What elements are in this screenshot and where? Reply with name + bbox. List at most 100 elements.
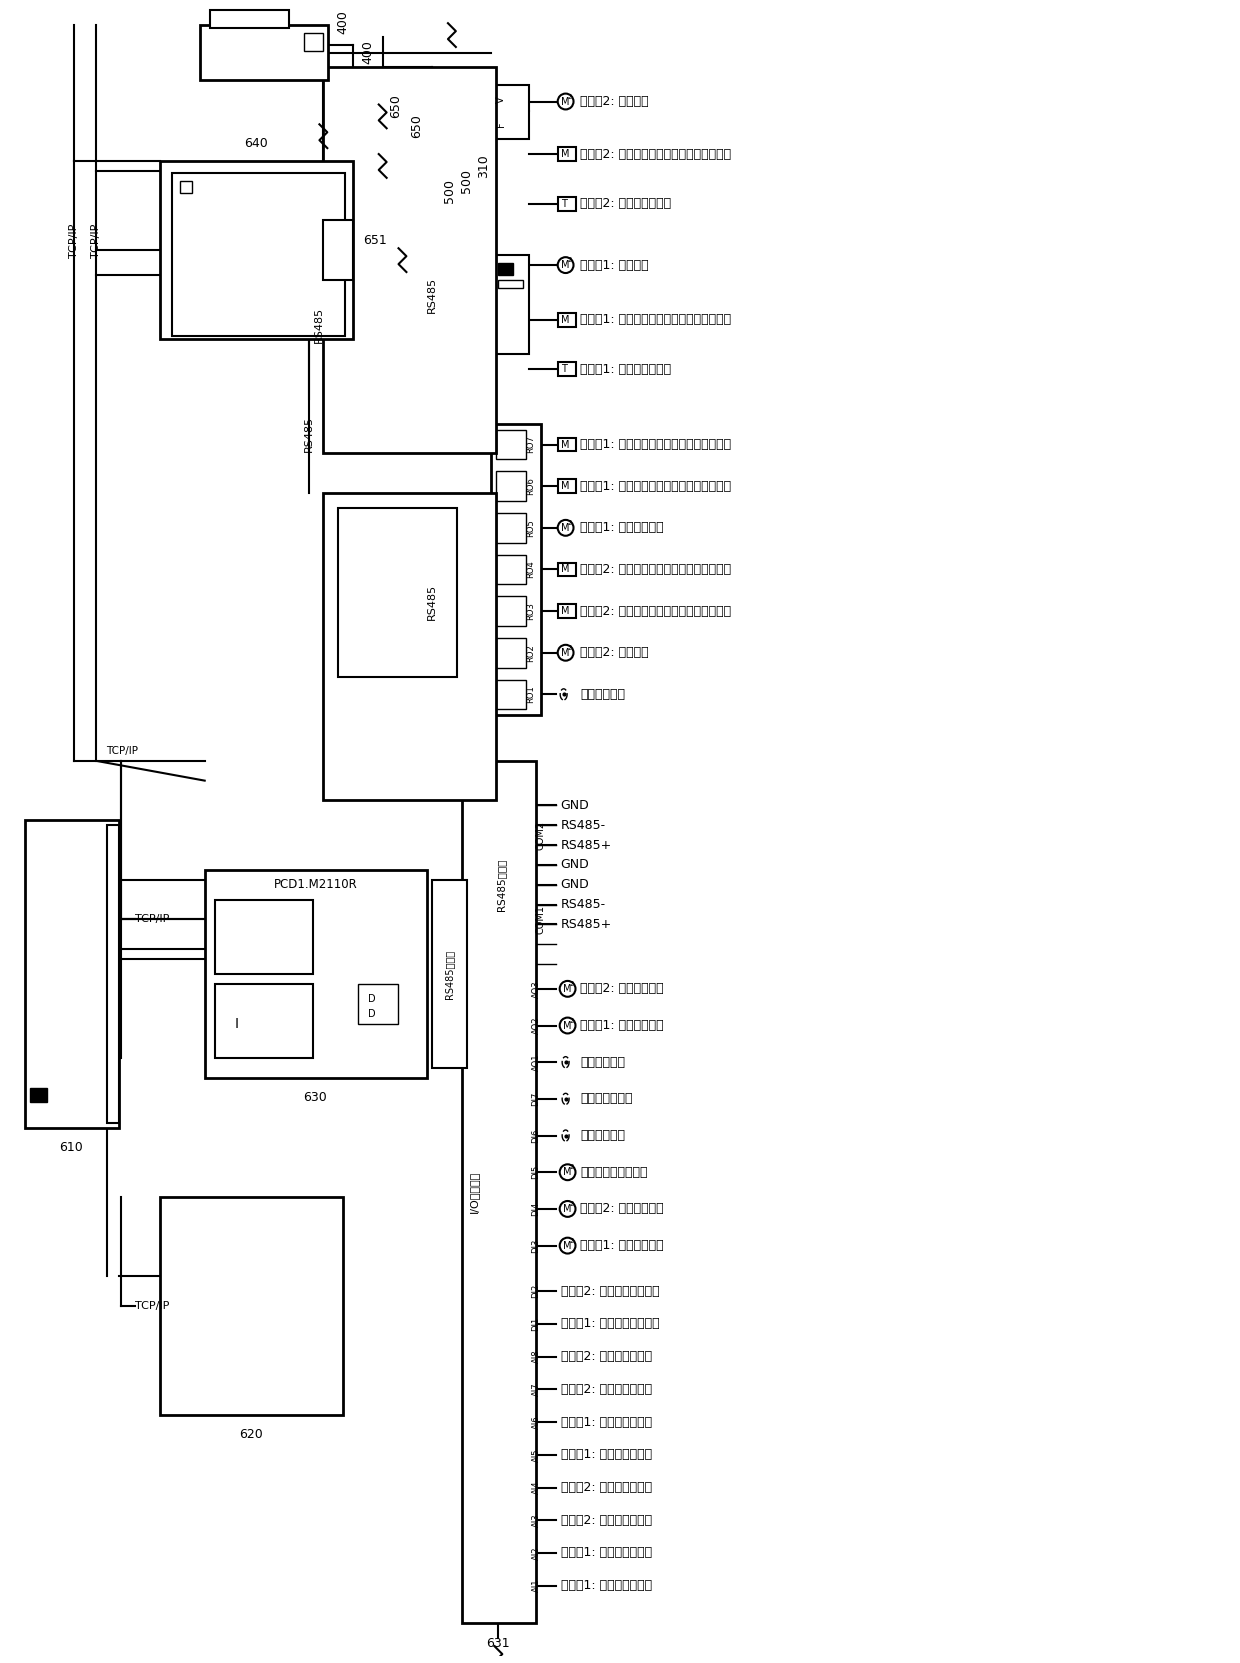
Text: M: M xyxy=(560,314,569,324)
Text: 650: 650 xyxy=(389,95,402,118)
Bar xyxy=(25,820,119,1128)
Text: 620: 620 xyxy=(239,1429,263,1442)
Text: 500: 500 xyxy=(460,170,474,193)
Bar xyxy=(558,146,575,161)
Text: 吸扇手自动状态: 吸扇手自动状态 xyxy=(580,1093,632,1106)
Bar xyxy=(304,33,324,52)
Text: RS485: RS485 xyxy=(427,276,438,313)
Text: 新风机2: 等比例调节型电动二通阀关阀调节: 新风机2: 等比例调节型电动二通阀关阀调节 xyxy=(580,605,732,617)
Text: 400: 400 xyxy=(361,40,374,63)
Text: M: M xyxy=(563,1241,572,1251)
Text: D: D xyxy=(368,994,376,1004)
Text: AO1: AO1 xyxy=(532,1053,541,1071)
Bar xyxy=(339,507,456,677)
Text: AI5: AI5 xyxy=(532,1448,541,1462)
Text: T: T xyxy=(560,198,567,208)
Bar xyxy=(558,604,575,619)
Text: DI1: DI1 xyxy=(532,1317,541,1330)
Bar xyxy=(324,221,353,279)
Text: 新风机2: 风机运行状态: 新风机2: 风机运行状态 xyxy=(580,1202,665,1216)
Text: D: D xyxy=(368,1009,376,1019)
Text: 新风机2: 进风温度传感器: 新风机2: 进风温度传感器 xyxy=(560,1482,652,1493)
Bar xyxy=(558,196,575,211)
Text: M: M xyxy=(560,605,569,615)
Text: 2: 2 xyxy=(568,93,572,100)
Text: TCP/IP: TCP/IP xyxy=(135,1300,170,1310)
Text: AI2: AI2 xyxy=(532,1547,541,1560)
Text: COM2: COM2 xyxy=(536,820,546,850)
Text: TCP/IP: TCP/IP xyxy=(105,747,138,757)
Bar xyxy=(496,639,526,667)
Bar xyxy=(496,512,526,542)
Bar xyxy=(432,880,466,1068)
Text: GND: GND xyxy=(560,858,589,871)
Text: RS485: RS485 xyxy=(304,416,314,452)
Text: TCP/IP: TCP/IP xyxy=(91,223,100,258)
Text: I/O模块总线: I/O模块总线 xyxy=(469,1171,479,1214)
Text: RS485-: RS485- xyxy=(560,818,606,832)
Bar xyxy=(496,429,526,459)
Text: RO4: RO4 xyxy=(527,560,536,579)
Bar xyxy=(215,984,314,1058)
Text: 2: 2 xyxy=(569,1018,574,1023)
Text: 空调刨1: 相对湿度传感器: 空调刨1: 相对湿度传感器 xyxy=(560,1448,652,1462)
Text: DI4: DI4 xyxy=(532,1202,541,1216)
Text: 空调刨1: 二氧化碳传感器: 空调刨1: 二氧化碳传感器 xyxy=(560,1415,652,1429)
Text: 新风机2: 风机转速调节: 新风机2: 风机转速调节 xyxy=(580,983,665,996)
Text: 吸扇运行状态: 吸扇运行状态 xyxy=(580,1129,625,1142)
Text: M: M xyxy=(563,1204,572,1214)
Text: 新风机2: 启停控制: 新风机2: 启停控制 xyxy=(580,647,649,659)
Text: DI5: DI5 xyxy=(532,1166,541,1179)
Text: GND: GND xyxy=(560,798,589,812)
Text: F: F xyxy=(496,121,506,126)
Text: 631: 631 xyxy=(486,1636,510,1650)
Text: M: M xyxy=(560,649,569,659)
Text: M: M xyxy=(560,150,569,160)
Text: DI3: DI3 xyxy=(532,1239,541,1252)
Text: V: V xyxy=(496,96,506,103)
Bar xyxy=(215,900,314,975)
Text: PCD1.M2110R: PCD1.M2110R xyxy=(274,878,357,891)
Text: 新风机1: 进风温度传感器: 新风机1: 进风温度传感器 xyxy=(560,1547,652,1560)
Bar xyxy=(172,173,345,336)
Text: RO6: RO6 xyxy=(527,477,536,496)
Text: AI3: AI3 xyxy=(532,1513,541,1527)
Bar xyxy=(30,1088,47,1103)
Text: 2: 2 xyxy=(569,1237,574,1244)
Text: AO2: AO2 xyxy=(532,1016,541,1034)
Bar xyxy=(160,1197,343,1415)
Text: 空调刨2: 启停控制: 空调刨2: 启停控制 xyxy=(580,95,649,108)
Bar xyxy=(496,554,526,584)
Text: M: M xyxy=(563,1021,572,1031)
Text: 640: 640 xyxy=(244,136,268,150)
Text: RO1: RO1 xyxy=(527,685,536,703)
Text: TCP/IP: TCP/IP xyxy=(135,915,170,925)
Bar xyxy=(558,363,575,376)
Bar xyxy=(496,680,526,708)
Text: RS485-: RS485- xyxy=(560,898,606,911)
Text: 2: 2 xyxy=(569,981,574,986)
Text: M: M xyxy=(560,522,569,532)
Text: DI6: DI6 xyxy=(532,1129,541,1142)
Text: 新风机1: 风机启停控制: 新风机1: 风机启停控制 xyxy=(580,521,665,534)
Bar xyxy=(496,597,526,625)
Bar xyxy=(558,313,575,326)
Text: AO3: AO3 xyxy=(532,980,541,998)
Text: 新风机1: 风机运行状态: 新风机1: 风机运行状态 xyxy=(580,1239,665,1252)
Bar xyxy=(498,263,513,274)
Text: RO2: RO2 xyxy=(527,644,536,662)
Bar xyxy=(160,161,353,339)
Text: 空调刨1: 启停控制: 空调刨1: 启停控制 xyxy=(580,259,649,271)
Text: 空调刨2: 相对湿度传感器: 空调刨2: 相对湿度传感器 xyxy=(560,1384,652,1395)
Text: DI2: DI2 xyxy=(532,1284,541,1299)
Bar xyxy=(496,471,526,501)
Bar xyxy=(494,85,529,140)
Text: RS485+: RS485+ xyxy=(560,918,611,931)
Text: 新风机1: 等比例调节型电动二通阀关阀调节: 新风机1: 等比例调节型电动二通阀关阀调节 xyxy=(580,479,732,492)
Text: 651: 651 xyxy=(363,234,387,246)
Text: 新风机1: 风机转速调节: 新风机1: 风机转速调节 xyxy=(580,1019,665,1033)
Text: 空调刨2: 等比例调节型电动二通阀开度调节: 空调刨2: 等比例调节型电动二通阀开度调节 xyxy=(580,148,732,161)
Bar xyxy=(324,494,496,800)
Text: 新风机2: 风压滤网差传感器: 新风机2: 风压滤网差传感器 xyxy=(560,1285,660,1297)
Text: 新风机1: 风压滤网差传感器: 新风机1: 风压滤网差传感器 xyxy=(560,1317,660,1330)
